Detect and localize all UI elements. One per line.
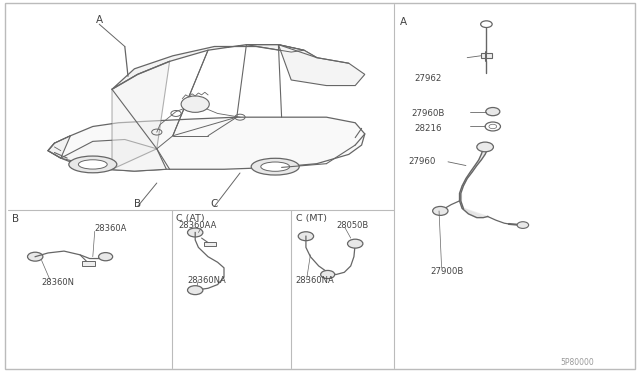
Polygon shape	[481, 149, 488, 154]
Text: C (AT): C (AT)	[176, 214, 205, 223]
FancyBboxPatch shape	[204, 242, 216, 246]
Polygon shape	[112, 45, 317, 89]
Polygon shape	[460, 201, 463, 208]
Polygon shape	[460, 193, 461, 201]
Polygon shape	[460, 186, 463, 193]
Circle shape	[181, 96, 209, 112]
Polygon shape	[479, 154, 485, 160]
Text: A: A	[95, 16, 103, 25]
Polygon shape	[475, 160, 481, 166]
Text: 28360NA: 28360NA	[188, 276, 227, 285]
Text: B: B	[134, 199, 141, 209]
Polygon shape	[278, 45, 365, 86]
Circle shape	[188, 228, 203, 237]
Polygon shape	[48, 136, 70, 158]
Text: C (MT): C (MT)	[296, 214, 326, 223]
Text: 28360N: 28360N	[42, 278, 75, 287]
Text: 27960: 27960	[408, 157, 436, 166]
Polygon shape	[48, 117, 365, 171]
Ellipse shape	[79, 160, 107, 169]
Polygon shape	[61, 140, 166, 171]
Circle shape	[298, 232, 314, 241]
Polygon shape	[463, 208, 483, 218]
FancyBboxPatch shape	[481, 53, 492, 58]
Text: A: A	[400, 17, 407, 27]
Ellipse shape	[261, 162, 289, 171]
Text: 27960B: 27960B	[412, 109, 445, 118]
Circle shape	[28, 252, 43, 261]
Polygon shape	[112, 61, 170, 169]
Text: 27962: 27962	[415, 74, 442, 83]
Text: 28050B: 28050B	[336, 221, 368, 230]
Text: 5P80000: 5P80000	[560, 358, 594, 367]
Circle shape	[321, 270, 335, 279]
Polygon shape	[462, 179, 467, 186]
Circle shape	[486, 108, 500, 116]
Text: 27900B: 27900B	[430, 267, 463, 276]
Circle shape	[477, 142, 493, 152]
Polygon shape	[463, 208, 477, 218]
Polygon shape	[462, 208, 468, 214]
Circle shape	[517, 222, 529, 228]
Circle shape	[188, 286, 203, 295]
Polygon shape	[466, 172, 472, 179]
Ellipse shape	[251, 158, 300, 175]
Ellipse shape	[69, 156, 117, 173]
Circle shape	[348, 239, 363, 248]
Text: 28360A: 28360A	[95, 224, 127, 233]
Circle shape	[99, 253, 113, 261]
Text: C: C	[211, 199, 218, 209]
Circle shape	[433, 206, 448, 215]
Text: 28360AA: 28360AA	[178, 221, 216, 230]
Polygon shape	[463, 208, 488, 218]
Text: B: B	[12, 214, 19, 224]
Polygon shape	[470, 166, 477, 172]
Text: 28360NA: 28360NA	[296, 276, 335, 285]
Text: 28216: 28216	[415, 124, 442, 133]
FancyBboxPatch shape	[82, 261, 95, 266]
